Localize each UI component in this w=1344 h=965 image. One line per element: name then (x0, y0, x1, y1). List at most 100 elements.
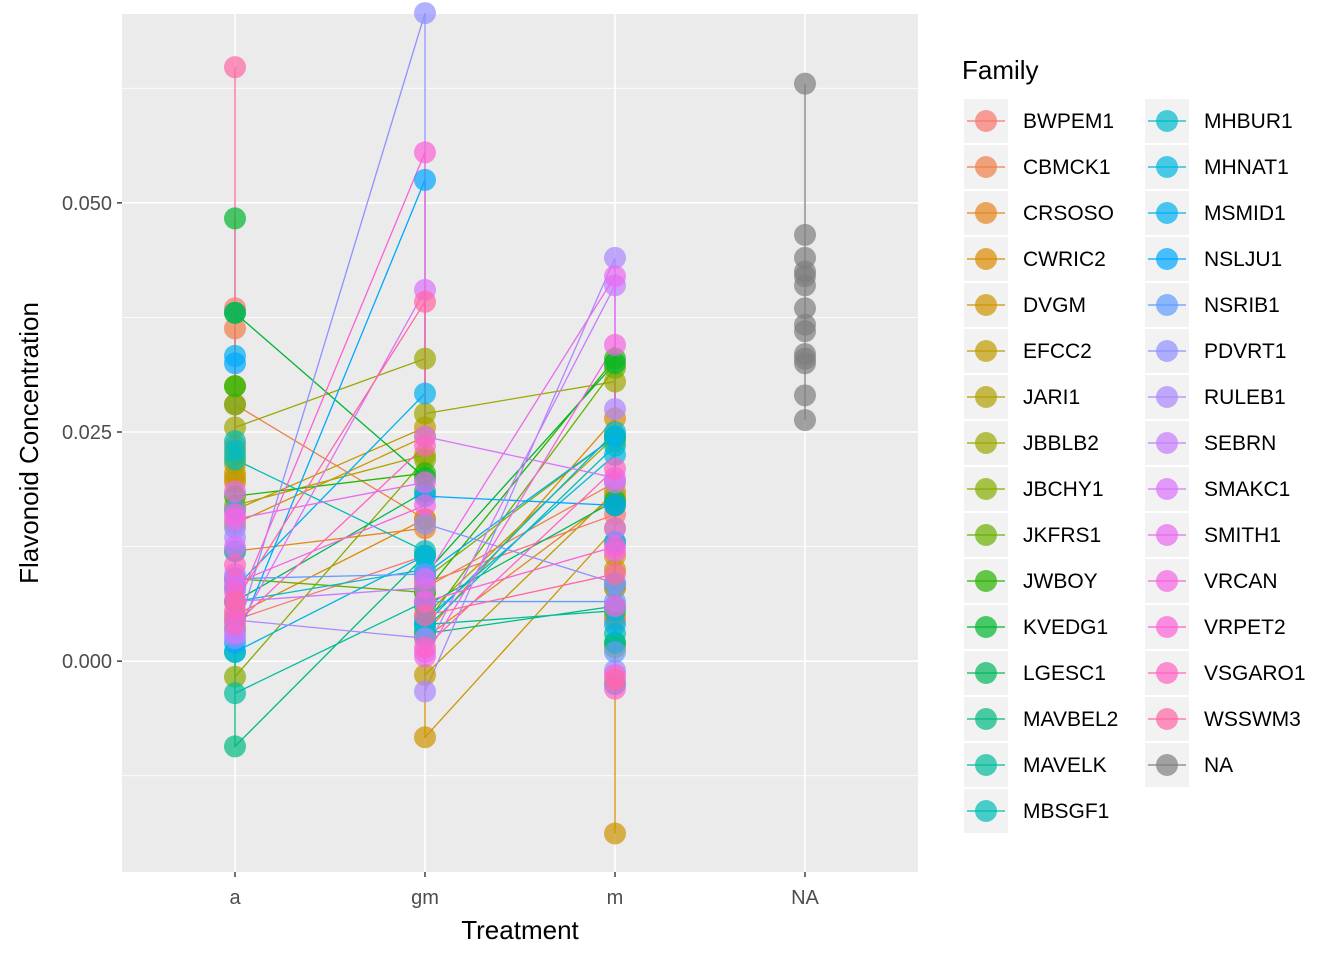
data-point-nslju1 (224, 352, 246, 375)
y-tick-label: 0.000 (62, 651, 112, 673)
legend-label: DVGM (1023, 294, 1086, 317)
legend: BWPEM1 CBMCK1 CRSOSO CWRIC2 DVGM EFCC2 JARI1 JB… (964, 99, 1306, 833)
legend-label: MHNAT1 (1204, 156, 1289, 179)
legend-label: MBSGF1 (1023, 800, 1109, 823)
data-point-dvgm (414, 726, 436, 749)
data-point-mavbel2 (224, 735, 246, 758)
legend-label: NA (1204, 754, 1233, 777)
legend-label: CBMCK1 (1023, 156, 1111, 179)
legend-title: Family (962, 55, 1039, 85)
data-point-smith1 (414, 567, 436, 590)
legend-label: CRSOSO (1023, 202, 1114, 225)
data-point-ruleb1 (414, 680, 436, 703)
legend-label: MAVELK (1023, 754, 1107, 777)
legend-item-pdvrt1: PDVRT1 (1145, 329, 1286, 373)
legend-label: SMAKC1 (1204, 478, 1290, 501)
legend-key-point (975, 386, 997, 408)
data-point-na (794, 223, 816, 246)
legend-item-mhnat1: MHNAT1 (1145, 145, 1289, 189)
legend-label: SEBRN (1204, 432, 1276, 455)
data-point-wsswm3 (414, 604, 436, 627)
legend-key-point (975, 524, 997, 546)
x-tick-label: m (607, 887, 624, 909)
data-point-vsgaro1 (224, 553, 246, 576)
y-tick-label: 0.050 (62, 193, 112, 215)
data-point-na (794, 320, 816, 343)
data-point-wsswm3 (224, 590, 246, 613)
legend-key-point (1156, 110, 1178, 132)
data-point-msmid1 (414, 382, 436, 405)
legend-key-point (1156, 432, 1178, 454)
legend-item-jwboy: JWBOY (964, 559, 1098, 603)
data-point-smakc1 (604, 517, 626, 540)
legend-item-mavbel2: MAVBEL2 (964, 697, 1118, 741)
legend-item-jari1: JARI1 (964, 375, 1080, 419)
data-point-lgesc1 (224, 301, 246, 324)
data-point-wsswm3 (604, 668, 626, 691)
data-point-mhbur1 (224, 439, 246, 462)
legend-label: EFCC2 (1023, 340, 1092, 363)
x-tick-label: a (229, 887, 241, 909)
legend-key-point (975, 294, 997, 316)
data-point-mhnat1 (414, 544, 436, 567)
data-point-jbblb2 (414, 402, 436, 425)
data-point-jbblb2 (414, 347, 436, 370)
legend-key-point (975, 616, 997, 638)
legend-label: RULEB1 (1204, 386, 1286, 409)
legend-key-point (1156, 386, 1178, 408)
legend-label: VRPET2 (1204, 616, 1286, 639)
legend-item-cwric2: CWRIC2 (964, 237, 1106, 281)
legend-label: NSRIB1 (1204, 294, 1280, 317)
legend-key-point (1156, 478, 1178, 500)
legend-item-lgesc1: LGESC1 (964, 651, 1106, 695)
data-point-na (794, 72, 816, 95)
legend-label: JBCHY1 (1023, 478, 1104, 501)
data-point-ruleb1 (604, 398, 626, 421)
y-tick-label: 0.025 (62, 422, 112, 444)
legend-item-mhbur1: MHBUR1 (1145, 99, 1293, 143)
data-point-vrcan (604, 333, 626, 356)
y-axis-ticks: 0.000 0.025 0.050 (62, 193, 122, 673)
data-point-wsswm3 (224, 56, 246, 79)
legend-key-point (1156, 294, 1178, 316)
data-point-vrpet2 (604, 535, 626, 558)
legend-key-point (1156, 708, 1178, 730)
legend-key-point (975, 156, 997, 178)
data-point-na (794, 297, 816, 320)
legend-label: NSLJU1 (1204, 248, 1282, 271)
legend-item-na: NA (1145, 743, 1233, 787)
legend-key-point (975, 478, 997, 500)
x-axis-ticks: a gm m NA (229, 872, 820, 909)
data-point-nslju1 (604, 494, 626, 517)
legend-key-point (975, 248, 997, 270)
data-point-na (794, 274, 816, 297)
data-point-vsgaro1 (604, 457, 626, 480)
data-point-vsgaro1 (414, 636, 436, 659)
data-point-pdvrt1 (414, 2, 436, 25)
legend-item-vrpet2: VRPET2 (1145, 605, 1286, 649)
legend-key-point (1156, 662, 1178, 684)
x-tick-label: NA (791, 887, 819, 909)
data-point-ruleb1 (604, 246, 626, 269)
data-point-mavelk (224, 682, 246, 705)
legend-key-point (975, 340, 997, 362)
legend-key-point (1156, 616, 1178, 638)
data-point-vrcan (224, 503, 246, 526)
data-point-nslju1 (414, 168, 436, 191)
legend-key-point (1156, 248, 1178, 270)
legend-label: LGESC1 (1023, 662, 1106, 685)
data-point-smith1 (414, 471, 436, 494)
y-axis-title: Flavonoid Concentration (14, 302, 44, 584)
legend-item-jbblb2: JBBLB2 (964, 421, 1099, 465)
legend-key-point (975, 662, 997, 684)
data-point-vsgaro1 (224, 613, 246, 636)
legend-item-wsswm3: WSSWM3 (1145, 697, 1301, 741)
legend-item-vsgaro1: VSGARO1 (1145, 651, 1306, 695)
data-point-vrpet2 (414, 141, 436, 164)
data-point-jwboy (224, 375, 246, 398)
legend-item-crsoso: CRSOSO (964, 191, 1114, 235)
legend-item-jbchy1: JBCHY1 (964, 467, 1104, 511)
data-point-nsrib1 (604, 641, 626, 663)
